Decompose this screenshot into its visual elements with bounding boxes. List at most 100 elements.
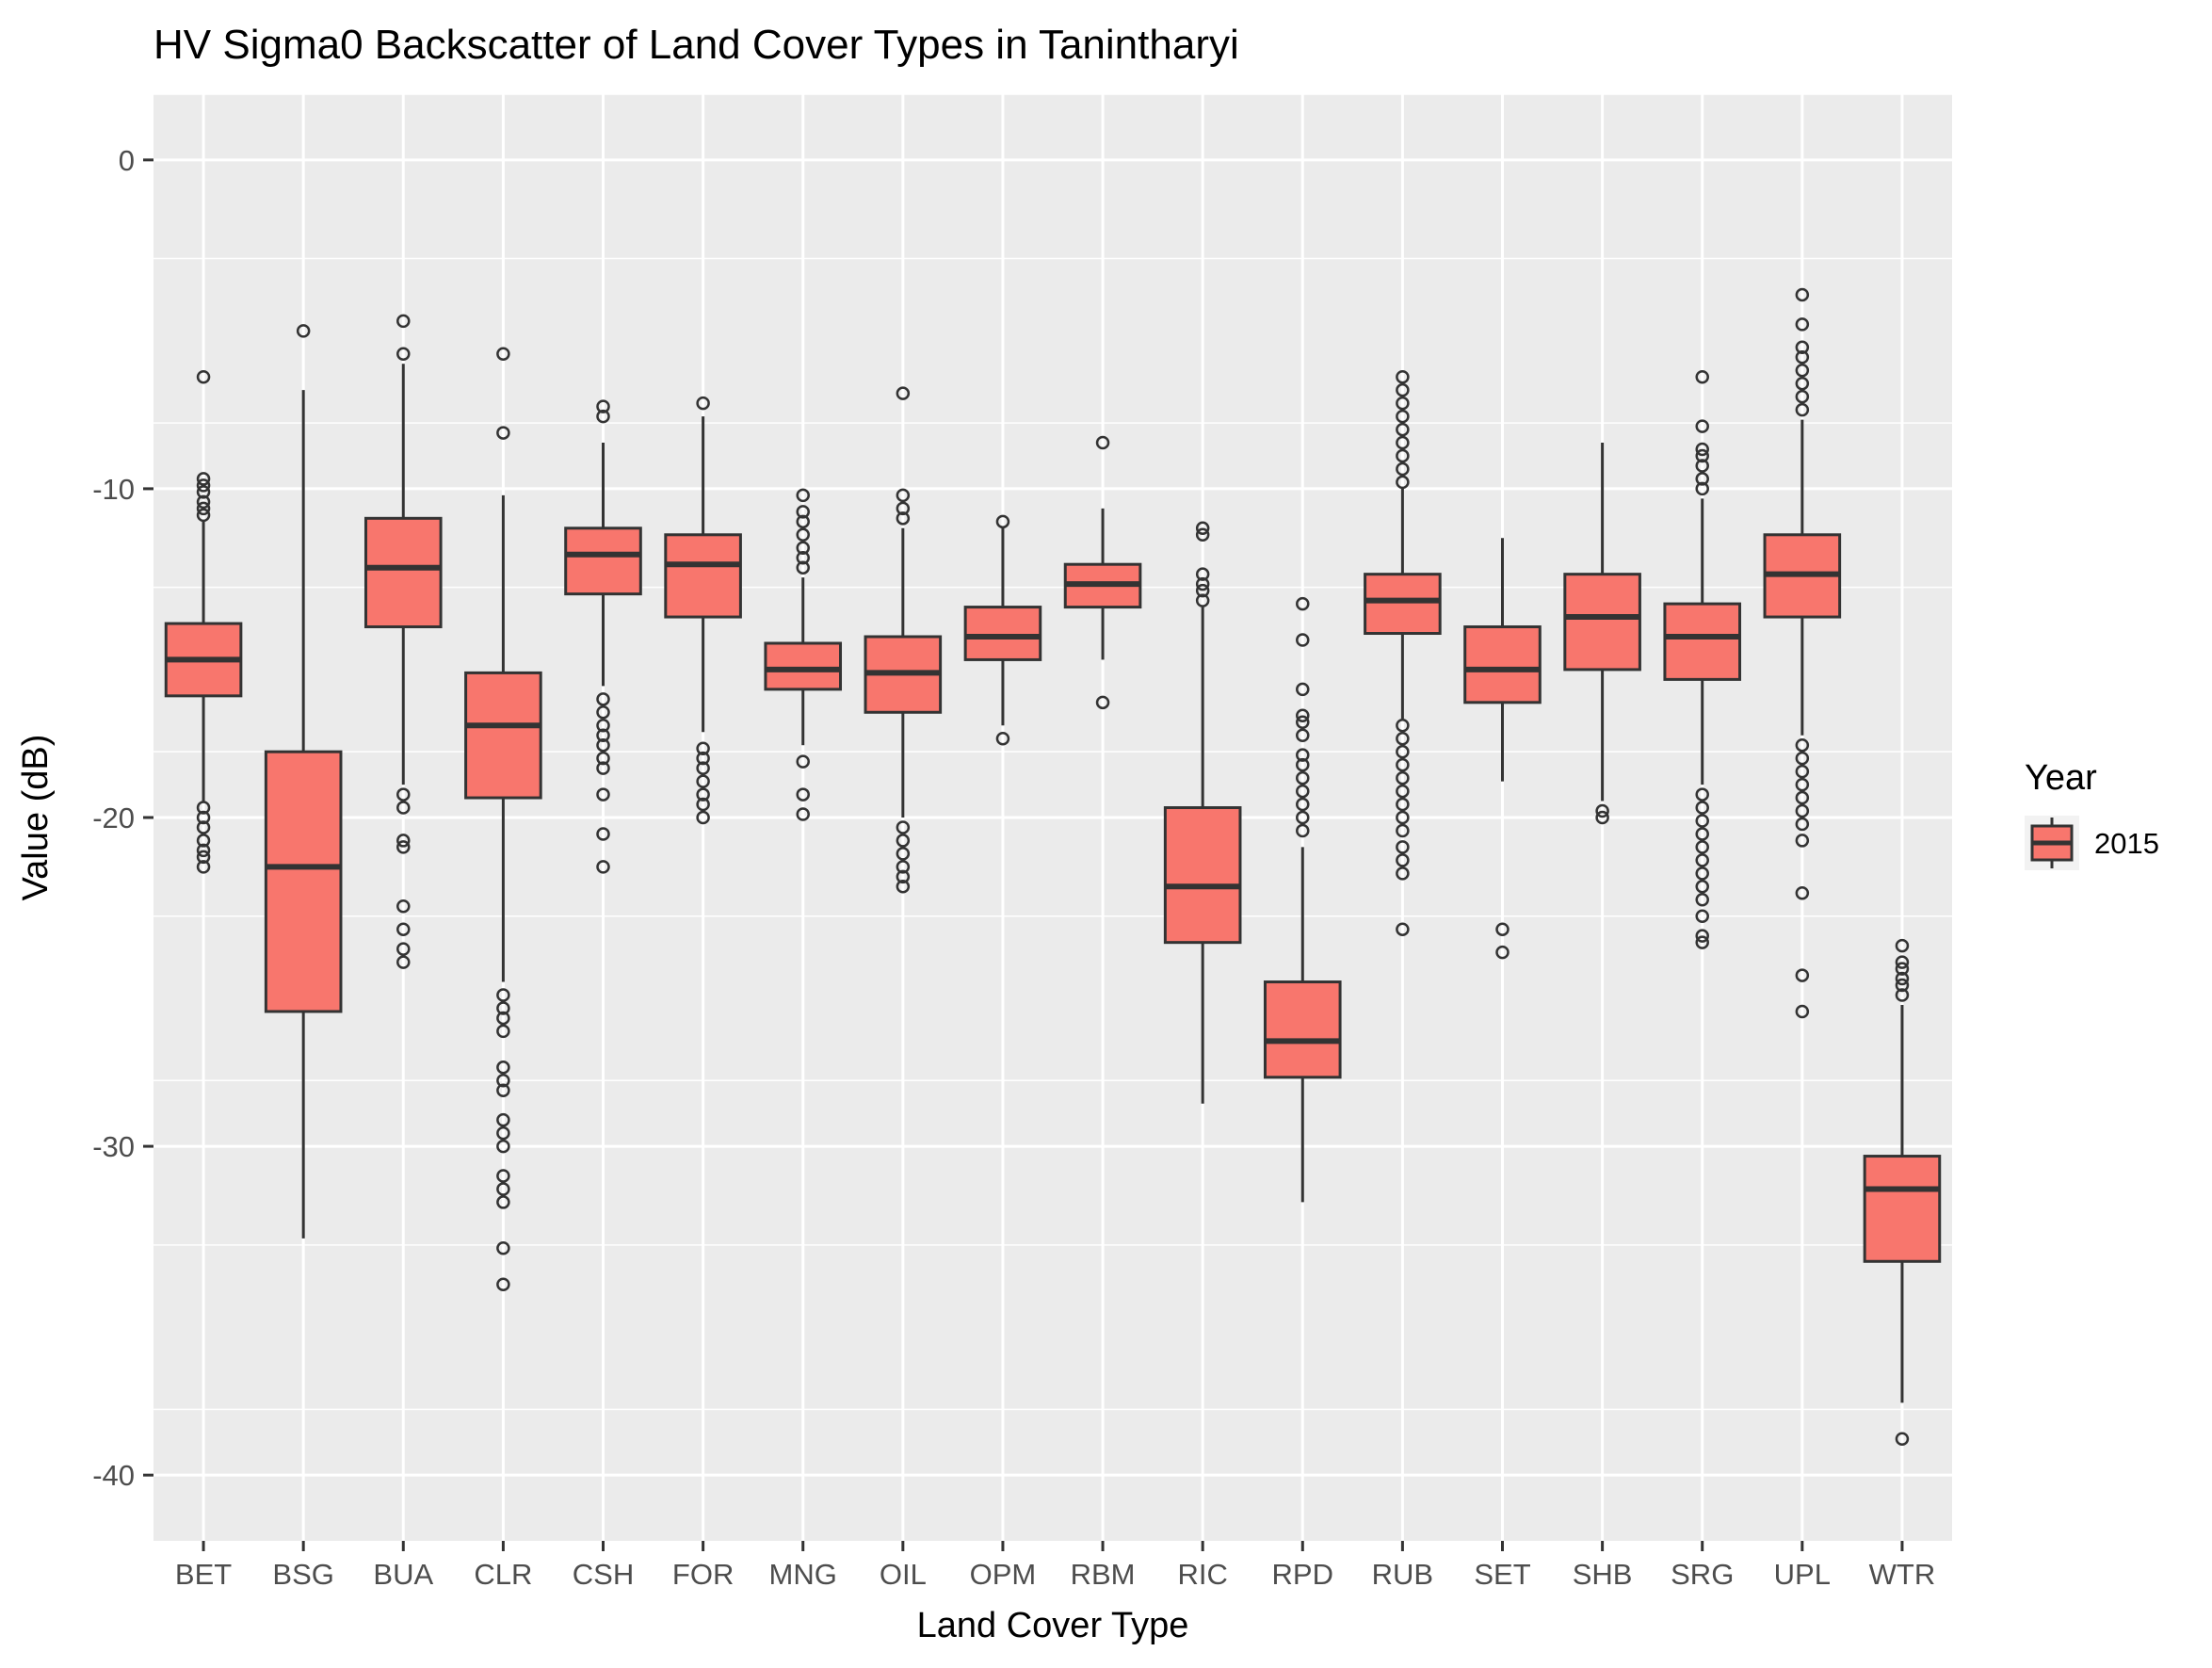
outlier-point — [1396, 784, 1410, 799]
outlier-point — [496, 1195, 510, 1209]
x-tick-label: BSG — [272, 1558, 333, 1591]
outlier-point — [1695, 853, 1709, 867]
outlier-point — [1296, 708, 1310, 723]
outlier-point — [596, 692, 610, 706]
outlier-point — [696, 797, 710, 812]
outlier-point — [796, 754, 810, 769]
outlier-point — [1396, 922, 1410, 936]
outlier-point — [196, 843, 211, 858]
outlier-point — [1195, 593, 1210, 607]
legend-title: Year — [2025, 758, 2097, 798]
outlier-point — [696, 761, 710, 775]
x-tick-label: WTR — [1869, 1558, 1936, 1591]
outlier-point — [1396, 823, 1410, 838]
outlier-point — [1396, 435, 1410, 450]
outlier-point — [1795, 317, 1810, 332]
box-csh — [564, 399, 642, 874]
box-clr — [464, 347, 542, 1291]
outlier-point — [696, 741, 710, 755]
outlier-point — [796, 560, 810, 575]
outlier-point — [1195, 583, 1210, 598]
outlier-point — [596, 399, 610, 413]
outlier-point — [1396, 810, 1410, 825]
outlier-point — [796, 541, 810, 555]
outlier-point — [196, 834, 211, 848]
box-body — [363, 516, 443, 629]
outlier-point — [1695, 814, 1709, 828]
outlier-point — [196, 369, 211, 384]
legend: Year 2015 — [2025, 758, 2159, 870]
outlier-point — [696, 787, 710, 802]
outlier-point — [496, 1277, 510, 1291]
outlier-point — [1695, 801, 1709, 815]
box-rpd — [1263, 596, 1342, 1203]
outlier-point — [196, 478, 211, 493]
outlier-point — [1296, 596, 1310, 611]
x-axis-title: Land Cover Type — [917, 1606, 1189, 1645]
outlier-point — [1296, 810, 1310, 825]
outlier-point — [1795, 790, 1810, 805]
outlier-point — [396, 942, 411, 956]
outlier-point — [596, 860, 610, 874]
box-oil — [864, 386, 943, 894]
outlier-point — [1195, 576, 1210, 591]
outlier-point — [1396, 731, 1410, 746]
outlier-point — [796, 550, 810, 565]
outlier-point — [1296, 682, 1310, 697]
box-set — [1463, 538, 1542, 960]
outlier-point — [496, 1139, 510, 1154]
box-wtr — [1863, 938, 1942, 1447]
outlier-point — [1795, 737, 1810, 753]
x-tick-label: RUB — [1372, 1558, 1433, 1591]
box-body — [1463, 625, 1542, 704]
box-body — [764, 641, 843, 691]
outlier-point — [296, 324, 311, 338]
outlier-point — [1396, 396, 1410, 411]
outlier-point — [1795, 287, 1810, 302]
x-tick-label: BUA — [373, 1558, 433, 1591]
outlier-point — [196, 472, 211, 486]
outlier-point — [1595, 803, 1609, 818]
box-upl — [1763, 287, 1842, 1019]
y-tick-label: -30 — [92, 1130, 135, 1163]
outlier-point — [1795, 764, 1810, 779]
y-tick-label: -40 — [92, 1459, 135, 1492]
outlier-point — [396, 801, 411, 815]
box-mng — [764, 488, 843, 821]
outlier-point — [1695, 481, 1709, 496]
outlier-point — [1396, 770, 1410, 785]
outlier-point — [1296, 633, 1310, 647]
outlier-point — [995, 731, 1010, 746]
outlier-point — [1795, 817, 1810, 832]
box-body — [464, 671, 542, 800]
outlier-point — [396, 840, 411, 854]
outlier-point — [696, 774, 710, 788]
outlier-point — [896, 511, 911, 526]
outlier-point — [496, 1182, 510, 1196]
outlier-point — [1595, 810, 1609, 825]
outlier-point — [1695, 787, 1709, 802]
outlier-point — [1296, 823, 1310, 838]
outlier-point — [1396, 382, 1410, 397]
outlier-point — [396, 834, 411, 848]
outlier-point — [1396, 744, 1410, 759]
box-body — [664, 533, 742, 619]
outlier-point — [1795, 803, 1810, 818]
legend-label-2015: 2015 — [2094, 827, 2159, 860]
x-tick-label: MNG — [769, 1558, 837, 1591]
outlier-point — [1396, 462, 1410, 477]
outlier-point — [1195, 527, 1210, 543]
outlier-point — [1396, 866, 1410, 881]
outlier-point — [596, 761, 610, 775]
outlier-point — [396, 787, 411, 802]
outlier-point — [396, 347, 411, 362]
outlier-point — [1296, 757, 1310, 772]
box-ric — [1163, 521, 1242, 1104]
outlier-point — [496, 1169, 510, 1183]
outlier-point — [1695, 840, 1709, 854]
outlier-point — [1695, 419, 1709, 433]
y-tick-label: -20 — [92, 802, 135, 834]
box-body — [1863, 1155, 1942, 1263]
box-rub — [1364, 369, 1442, 936]
